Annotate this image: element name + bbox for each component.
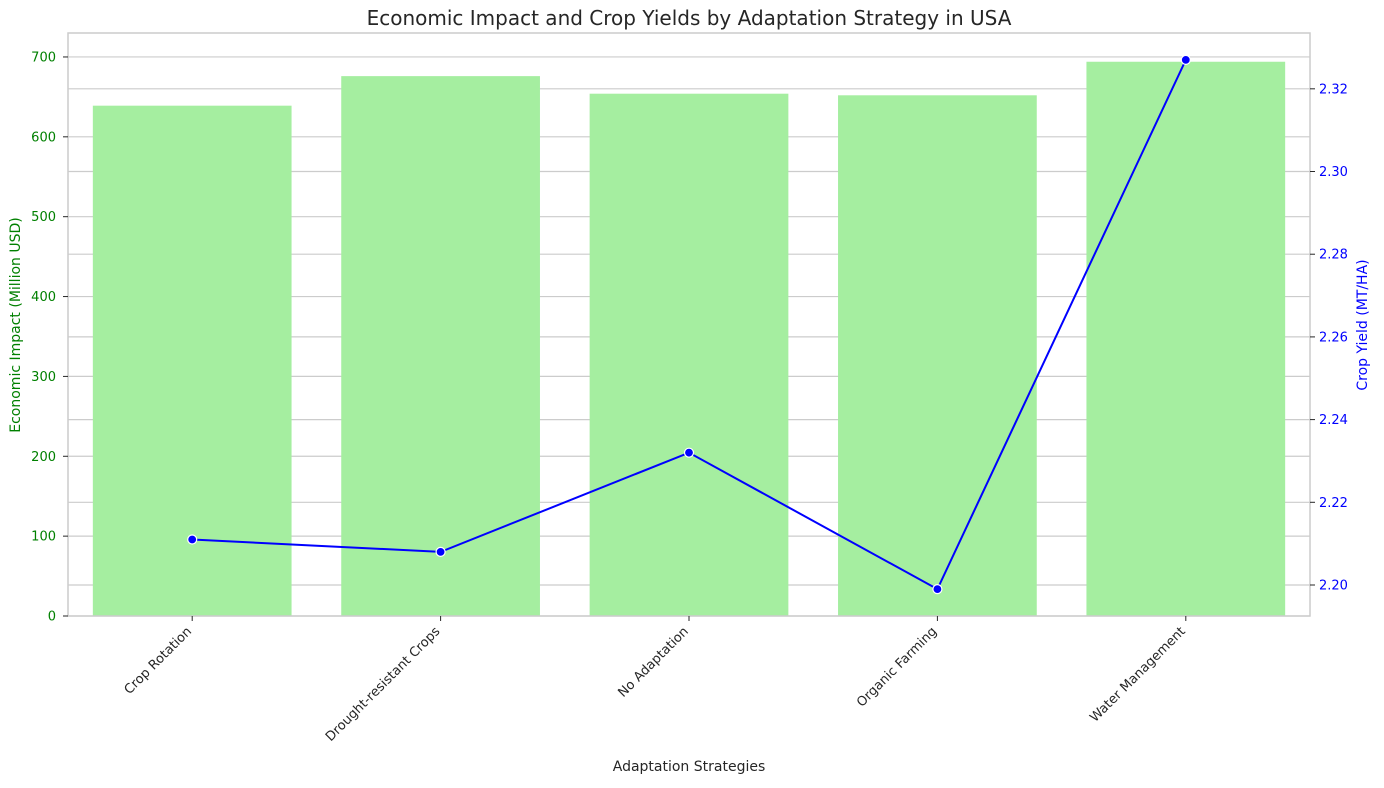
tick-label-x: Organic Farming: [854, 624, 940, 710]
tick-label-x: Crop Rotation: [122, 624, 195, 697]
right-axis-ticks: 2.20 2.22 2.24 2.26 2.28 2.30 2.32: [1310, 82, 1348, 593]
tick-label-right: 2.28: [1319, 248, 1348, 263]
tick-label-right: 2.24: [1319, 413, 1348, 428]
tick-label-right: 2.20: [1319, 578, 1348, 593]
crop-yield-point: [683, 447, 695, 458]
crop-yield-point: [435, 546, 446, 558]
tick-label-x: Water Management: [1087, 624, 1188, 725]
chart-title: Economic Impact and Crop Yields by Adapt…: [367, 6, 1012, 30]
tick-label-left: 600: [31, 130, 56, 145]
bar: [341, 76, 540, 616]
left-axis-ticks: 0 100 200 300 400 500 600 700: [31, 50, 68, 625]
bar: [838, 95, 1037, 616]
tick-label-left: 200: [31, 450, 56, 465]
crop-yield-point: [1180, 54, 1191, 65]
tick-label-right: 2.30: [1319, 165, 1348, 180]
tick-label-left: 100: [31, 530, 56, 545]
x-axis-ticks: Crop Rotation Drought-resistant Crops No A…: [122, 616, 1189, 745]
crop-yield-point: [932, 584, 943, 595]
tick-label-left: 400: [31, 290, 56, 305]
tick-label-right: 2.26: [1319, 330, 1348, 345]
x-axis-label: Adaptation Strategies: [613, 759, 766, 775]
bars: [92, 61, 1286, 617]
bar: [589, 93, 789, 616]
tick-label-x: Drought-resistant Crops: [323, 624, 444, 745]
tick-label-left: 300: [31, 370, 56, 385]
tick-label-right: 2.32: [1319, 82, 1348, 97]
tick-label-left: 500: [31, 210, 56, 225]
tick-label-left: 0: [48, 610, 56, 625]
tick-label-x: No Adaptation: [616, 624, 692, 700]
bar: [1086, 61, 1286, 617]
crop-yield-points: [187, 54, 1191, 595]
y-axis-label-right: Crop Yield (MT/HA): [1355, 259, 1371, 390]
tick-label-right: 2.22: [1319, 496, 1348, 511]
y-axis-label-left: Economic Impact (Million USD): [8, 217, 24, 432]
crop-yield-point: [187, 534, 198, 545]
tick-label-left: 700: [31, 50, 56, 65]
bar: [92, 105, 292, 616]
